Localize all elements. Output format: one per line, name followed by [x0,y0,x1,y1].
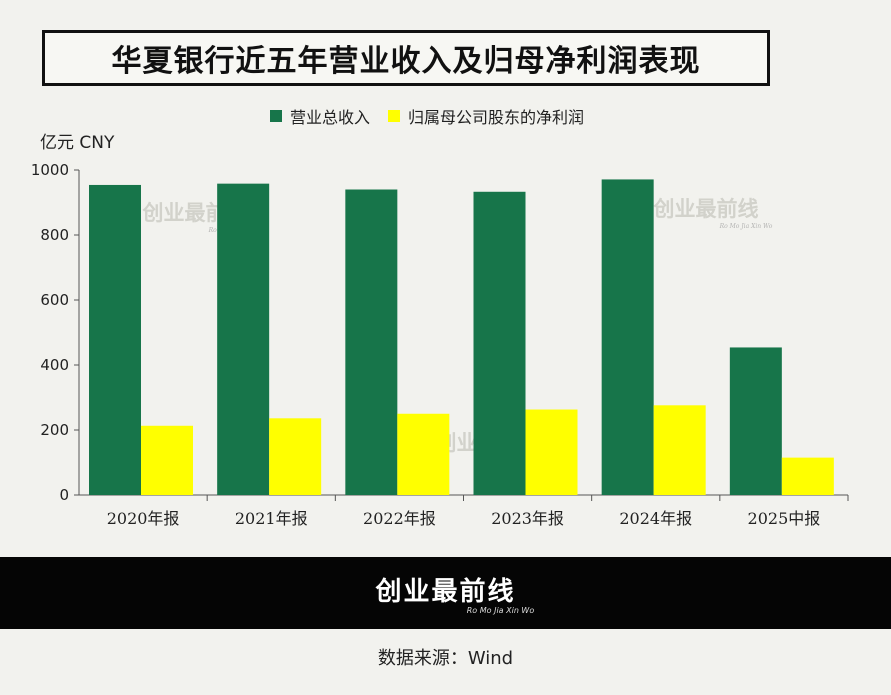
watermark-sub-2: Ro Mo Jia Xin Wo [719,223,773,230]
y-tick-label: 600 [40,291,69,309]
bar-revenue-4 [473,191,526,495]
y-tick-label: 1000 [31,161,69,179]
x-category-label: 2020年报 [107,509,180,528]
legend-label-net-profit: 归属母公司股东的净利润 [408,108,585,127]
footer-brand-sub: Ro Mo Jia Xin Wo [466,606,535,615]
footer-banner: 创业最前线 Ro Mo Jia Xin Wo [0,557,891,629]
data-source: 数据来源：Wind [377,648,514,669]
x-category-label: 2023年报 [491,509,564,528]
bar-net-profit-5 [653,405,706,495]
bar-net-profit-1 [141,425,193,495]
y-tick-label: 800 [40,226,69,244]
x-category-label: 2024年报 [619,509,692,528]
y-tick-label: 0 [59,486,69,504]
y-tick-label: 200 [40,421,69,439]
bar-net-profit-2 [269,418,322,495]
legend-item-net-profit: 归属母公司股东的净利润 [388,104,584,128]
footer-brand: 创业最前线 [375,577,516,607]
bar-revenue-1 [89,184,141,495]
legend: 营业总收入 归属母公司股东的净利润 [270,104,584,128]
bar-revenue-2 [217,183,270,495]
legend-swatch-revenue [270,110,282,122]
x-category-label: 2025中报 [748,509,821,528]
x-category-label: 2022年报 [363,509,436,528]
bar-revenue-6 [729,347,782,495]
x-category-label: 2021年报 [235,509,308,528]
y-tick-label: 400 [40,356,69,374]
y-axis-unit-label: 亿元 CNY [40,133,115,153]
watermark-2: 创业最前线 [653,197,759,221]
chart-title-box: 华夏银行近五年营业收入及归母净利润表现 [42,30,770,86]
bar-net-profit-6 [781,457,834,495]
bar-revenue-5 [601,179,654,496]
chart-title: 华夏银行近五年营业收入及归母净利润表现 [111,44,701,79]
legend-item-revenue: 营业总收入 [270,104,370,128]
bar-net-profit-4 [525,409,578,495]
legend-swatch-net-profit [388,110,401,122]
bar-net-profit-3 [397,413,450,495]
legend-label-revenue: 营业总收入 [290,108,371,127]
bar-revenue-3 [345,189,398,495]
